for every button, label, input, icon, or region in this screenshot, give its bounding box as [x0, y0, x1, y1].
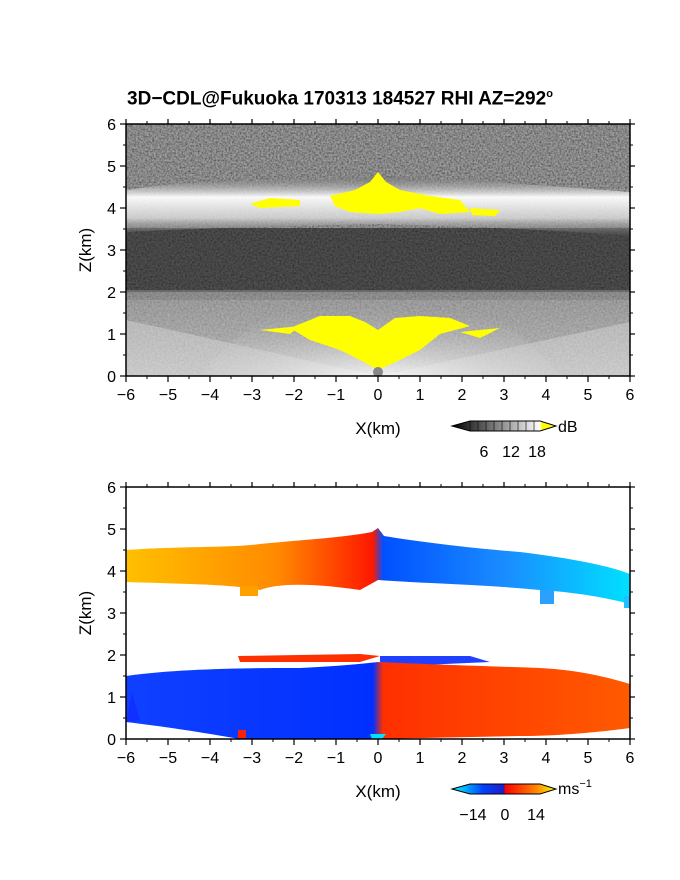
x-tick-label: −5 — [159, 750, 177, 767]
velocity-colorbar: ms−1 −14 0 14 — [450, 778, 592, 824]
x-tick-label: −2 — [285, 387, 303, 404]
x-tick-label: −3 — [243, 750, 261, 767]
cbar-tick-12: 12 — [502, 444, 520, 461]
top-ylabel: Z(km) — [76, 228, 95, 272]
y-tick-label: 5 — [107, 159, 116, 176]
title-text: 3D−CDL@Fukuoka 170313 184527 RHI AZ=292 — [127, 88, 547, 110]
y-tick-label: 0 — [107, 369, 116, 386]
degree-superscript: o — [546, 88, 553, 100]
x-tick-label: −1 — [327, 750, 345, 767]
y-tick-label: 4 — [107, 201, 116, 218]
x-tick-label: 3 — [500, 387, 509, 404]
x-tick-label: −4 — [201, 387, 219, 404]
reflectivity-unit: dB — [558, 419, 578, 436]
y-tick-label: 1 — [107, 690, 116, 707]
x-tick-label: 1 — [416, 387, 425, 404]
bottom-axes: −6 −5 −4 −3 −2 −1 0 1 2 3 4 5 6 0 1 2 3 4 5 6 — [107, 480, 635, 767]
cbar-tick-14: 14 — [527, 807, 545, 824]
x-tick-label: −5 — [159, 387, 177, 404]
y-tick-label: 4 — [107, 564, 116, 581]
cbar-tick-18: 18 — [528, 444, 546, 461]
top-axes: −6 −5 −4 −3 −2 −1 0 1 2 3 4 5 6 0 1 2 3 4 5 6 — [107, 117, 635, 404]
x-tick-label: 2 — [458, 750, 467, 767]
y-tick-label: 2 — [107, 648, 116, 665]
y-tick-label: 5 — [107, 522, 116, 539]
top-xlabel: X(km) — [355, 419, 400, 438]
y-tick-label: 0 — [107, 732, 116, 749]
y-tick-label: 1 — [107, 327, 116, 344]
x-tick-label: 5 — [584, 387, 593, 404]
x-tick-label: −1 — [327, 387, 345, 404]
x-tick-label: −6 — [117, 750, 135, 767]
cbar-tick-6: 6 — [480, 444, 489, 461]
x-tick-label: −4 — [201, 750, 219, 767]
y-tick-label: 6 — [107, 117, 116, 134]
reflectivity-image — [126, 124, 630, 376]
x-tick-label: 0 — [374, 387, 383, 404]
x-tick-label: 4 — [542, 750, 551, 767]
cbar-tick-0: 0 — [501, 807, 510, 824]
y-tick-label: 2 — [107, 285, 116, 302]
velocity-unit: ms−1 — [558, 778, 592, 798]
x-tick-label: −2 — [285, 750, 303, 767]
x-tick-label: 3 — [500, 750, 509, 767]
x-tick-label: 1 — [416, 750, 425, 767]
y-tick-label: 3 — [107, 243, 116, 260]
bottom-xlabel: X(km) — [355, 782, 400, 801]
y-tick-label: 6 — [107, 480, 116, 497]
chart-title: 3D−CDL@Fukuoka 170313 184527 RHI AZ=292o — [0, 88, 680, 110]
reflectivity-colorbar: dB 6 12 18 — [450, 419, 578, 461]
x-tick-label: 2 — [458, 387, 467, 404]
bottom-ylabel: Z(km) — [76, 591, 95, 635]
y-tick-label: 3 — [107, 606, 116, 623]
velocity-unit-base: ms — [558, 781, 579, 798]
x-tick-label: −6 — [117, 387, 135, 404]
velocity-unit-sup: −1 — [579, 778, 592, 790]
x-tick-label: 6 — [626, 750, 635, 767]
cbar-tick-neg14: −14 — [459, 807, 486, 824]
x-tick-label: 6 — [626, 387, 635, 404]
x-tick-label: 5 — [584, 750, 593, 767]
velocity-panel: −6 −5 −4 −3 −2 −1 0 1 2 3 4 5 6 0 1 2 3 4 5 6 X(km) Z(km) m… — [76, 480, 635, 824]
velocity-image — [126, 487, 630, 739]
x-tick-label: −3 — [243, 387, 261, 404]
x-tick-label: 0 — [374, 750, 383, 767]
x-tick-label: 4 — [542, 387, 551, 404]
